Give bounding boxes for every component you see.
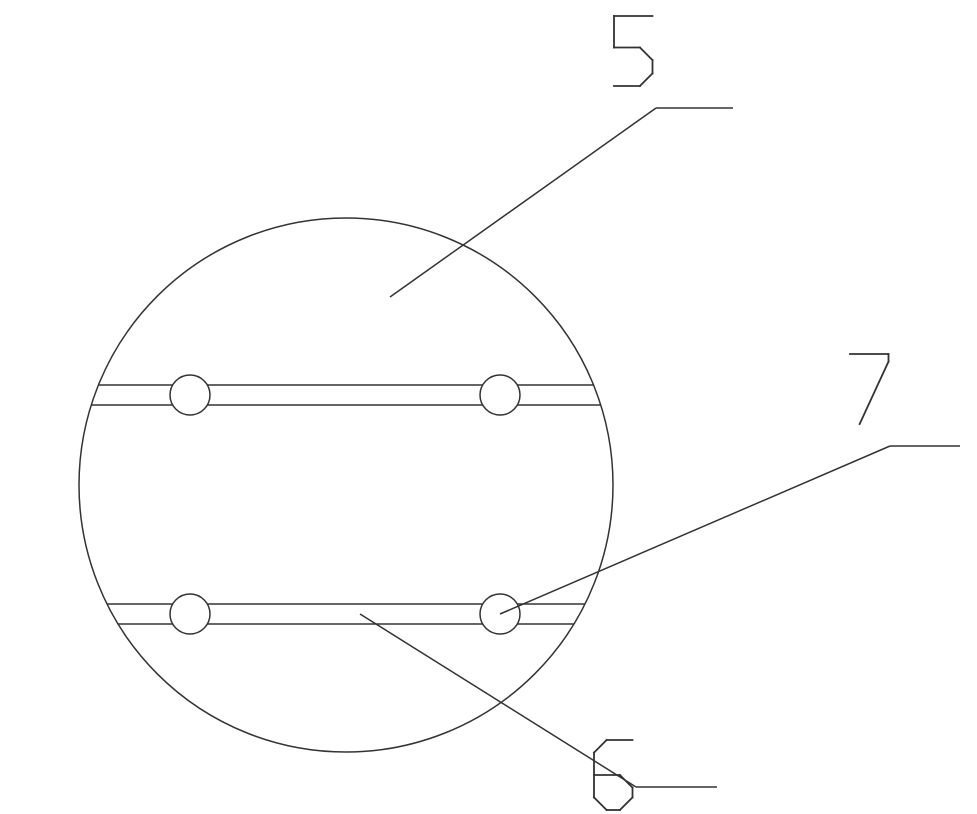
- callout-5-leader-d: [390, 108, 656, 297]
- callout-7-leader-d: [500, 446, 890, 614]
- node-top-right: [480, 375, 520, 415]
- digit-7: [850, 354, 889, 424]
- callout-7: [500, 354, 960, 614]
- node-bottom-left: [170, 594, 210, 634]
- callout-6: [360, 614, 717, 810]
- main-circle: [79, 218, 613, 752]
- callout-5: [390, 16, 733, 297]
- node-top-left: [170, 375, 210, 415]
- digit-5: [614, 16, 653, 86]
- engineering-diagram: [0, 0, 977, 814]
- digit-6: [594, 740, 633, 810]
